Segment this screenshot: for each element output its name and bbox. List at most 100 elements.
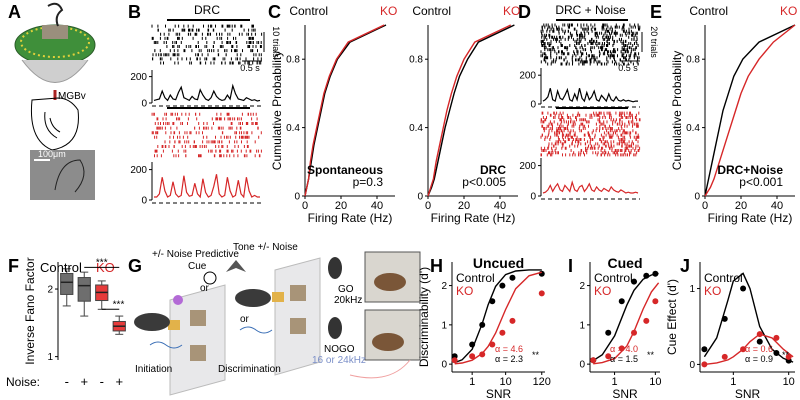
panel-title: Cued (608, 255, 643, 271)
legend-label: Control (689, 4, 728, 18)
annotation: DRC (480, 163, 506, 177)
x-axis-label: SNR (735, 387, 761, 400)
brain-detail (44, 111, 61, 139)
data-point (643, 272, 650, 279)
y-tick-label: 0 (579, 360, 585, 371)
raster-row (157, 145, 249, 148)
fit-line (704, 333, 794, 366)
raster-row (540, 54, 637, 58)
raster-row (543, 127, 623, 130)
y-tick-label: 200 (130, 165, 147, 176)
raster-row (154, 135, 260, 139)
panel-label: G (128, 256, 142, 276)
y-tick-label: 0 (441, 360, 447, 371)
raster-row (541, 111, 640, 115)
raster-row (540, 29, 632, 33)
data-point (451, 357, 458, 364)
data-point (499, 282, 506, 289)
raster-row (541, 133, 639, 137)
raster-row (540, 153, 637, 157)
nogo-frequency: 16 or 24kHz (312, 355, 366, 366)
annotation: ** (532, 350, 540, 360)
data-point (590, 357, 597, 364)
psth-line (542, 180, 639, 194)
data-point (499, 329, 506, 336)
y-tick-label: 0.4 (286, 123, 300, 134)
headstage-base (21, 59, 89, 83)
cue-light (173, 295, 183, 305)
y-tick-label: 2 (441, 281, 447, 292)
raster-row (541, 27, 641, 31)
annotation: p=0.3 (353, 175, 384, 189)
partition-2 (274, 257, 321, 376)
mouse-photo (372, 333, 404, 351)
raster-row (543, 129, 634, 133)
raster-row (540, 60, 638, 64)
legend-label: Control (289, 4, 328, 18)
y-tick-label: 0 (689, 360, 695, 371)
legend-label: KO (780, 4, 797, 18)
y-axis-label: Inverse Fano Factor (23, 257, 37, 364)
x-tick-label: 20 (458, 200, 470, 212)
raster-row (542, 52, 640, 56)
go-label: GO (338, 284, 354, 295)
raster-row (154, 122, 258, 125)
scale-bar-label: 100μm (38, 149, 66, 159)
raster-row (160, 32, 263, 36)
x-tick-label: 0 (302, 200, 308, 212)
raster-row (541, 33, 636, 37)
legend-label: KO (503, 4, 520, 18)
fit-line (454, 269, 542, 364)
sound-wave (239, 326, 273, 334)
y-tick-label: 0.8 (686, 55, 700, 66)
legend-label: KO (380, 4, 397, 18)
x-tick-label: + (115, 374, 123, 389)
raster-row (548, 142, 634, 146)
y-tick-label: 2 (47, 285, 53, 296)
y-tick-label: 0 (530, 100, 536, 111)
raster-row (152, 57, 262, 61)
data-point (489, 341, 496, 348)
nose-port (168, 320, 180, 330)
raster-row (156, 117, 258, 121)
data-point (740, 346, 747, 353)
cue-title: Cue (188, 261, 207, 272)
legend-label: Control (40, 260, 82, 275)
scale-bar-label: 10 trials (271, 26, 281, 58)
x-tick-label: 120 (533, 376, 551, 388)
panel-label: E (650, 2, 662, 22)
speaker (328, 257, 342, 279)
initiation-label: Initiation (135, 364, 172, 375)
headstage (14, 2, 96, 100)
raster-row (544, 48, 636, 52)
y-axis-label: Cue Effect (d') (665, 279, 679, 355)
y-tick-label: 0 (694, 192, 700, 203)
headstage-pins (20, 26, 90, 58)
raster-row (541, 124, 639, 128)
raster-row (151, 24, 254, 28)
annotation: ** (647, 350, 655, 360)
region-label: MGBv (58, 91, 86, 102)
legend-label: Control (594, 271, 633, 285)
data-point (701, 346, 708, 353)
raster-row (154, 149, 262, 153)
data-point (538, 290, 545, 297)
data-point (605, 353, 612, 360)
annotation: DRC+Noise (717, 163, 783, 177)
data-point (618, 345, 625, 352)
tone-title: Tone +/- Noise (233, 242, 298, 253)
raster-row (548, 122, 639, 126)
annotation: p<0.001 (739, 175, 783, 189)
mouse (235, 289, 271, 307)
legend-label: KO (594, 284, 611, 298)
go-frequency: 20kHz (334, 295, 362, 306)
data-point (479, 321, 486, 328)
raster-row (157, 28, 256, 32)
raster-row (543, 37, 638, 41)
data-point (618, 298, 625, 305)
raster-row (541, 25, 641, 29)
x-tick-label: 40 (494, 200, 506, 212)
raster-row (540, 118, 641, 122)
